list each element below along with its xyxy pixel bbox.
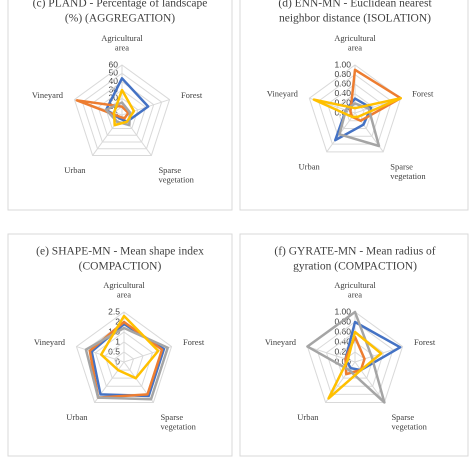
chart-title: gyration (COMPACTION)	[293, 261, 417, 273]
grid-line	[317, 73, 393, 145]
series-line	[75, 99, 130, 120]
category-label: Forest	[412, 88, 434, 98]
series-line	[338, 102, 381, 148]
category-label: Urban	[298, 161, 320, 171]
category-label: Agricultural area	[334, 280, 376, 299]
category-label: Agricultural area	[101, 33, 143, 52]
r-tick-label: 30	[109, 84, 119, 94]
category-label: Forest	[183, 337, 205, 347]
category-label: Vineyard	[34, 337, 66, 347]
category-label: Sparse vegetation	[160, 412, 196, 431]
grid-line	[81, 72, 163, 150]
chart-title: (f) GYRATE-MN - Mean radius of	[274, 246, 435, 258]
chart-title: (e) SHAPE-MN - Mean shape index	[36, 246, 204, 258]
grid-line	[113, 351, 135, 371]
series-line	[99, 314, 160, 380]
r-tick-label: 50	[109, 68, 119, 78]
grid-line	[89, 81, 155, 143]
panel-frame	[7, 0, 233, 211]
r-tick-label: 0.00	[334, 356, 351, 366]
series-line	[84, 326, 169, 401]
grid-line	[104, 341, 144, 379]
series-line	[312, 96, 402, 119]
r-tick-label: 0	[115, 356, 120, 366]
category-label: Forest	[414, 337, 436, 347]
r-tick-label: 40	[109, 76, 119, 86]
r-tick-label: 1.00	[334, 306, 351, 316]
chart-title: neighbor distance (ISOLATION)	[279, 13, 431, 25]
grid-line	[316, 321, 394, 395]
category-label: Sparse vegetation	[158, 165, 194, 184]
grid-line	[73, 64, 171, 156]
chart-title: (d) ENN-MN - Euclidean nearest	[278, 0, 432, 10]
category-label: Vineyard	[267, 88, 299, 98]
panel-frame	[7, 233, 233, 457]
chart-title: (%) (AGGREGATION)	[65, 13, 175, 25]
series-line	[344, 335, 366, 376]
category-label: Urban	[64, 165, 86, 175]
r-tick-label: 60	[109, 59, 119, 69]
category-label: Agricultural area	[334, 33, 376, 52]
r-tick-label: 0.5	[108, 346, 120, 356]
r-tick-label: 1	[115, 336, 120, 346]
r-tick-label: 2	[115, 316, 120, 326]
series-line	[88, 320, 164, 399]
category-label: Urban	[66, 412, 88, 422]
category-label: Vineyard	[32, 90, 64, 100]
grid-line	[325, 331, 385, 387]
series-line	[112, 88, 136, 127]
category-label: Vineyard	[265, 337, 297, 347]
chart-title: (COMPACTION)	[79, 261, 162, 273]
grid-line	[75, 311, 173, 403]
panel-frame	[239, 233, 469, 457]
r-tick-label: 1.00	[334, 59, 351, 69]
category-label: Agricultural area	[103, 280, 145, 299]
grid-line	[327, 83, 383, 137]
series-line	[327, 330, 383, 400]
category-label: Sparse vegetation	[391, 412, 427, 431]
series-line	[306, 310, 386, 404]
panel-frame	[239, 0, 469, 211]
axis-spoke	[94, 361, 125, 403]
series-line	[349, 68, 402, 123]
chart-title: (c) PLAND - Percentage of landscape	[33, 0, 208, 10]
r-tick-label: 2.5	[108, 306, 120, 316]
category-label: Forest	[181, 90, 203, 100]
category-label: Urban	[297, 412, 319, 422]
grid-line	[94, 331, 154, 387]
category-label: Sparse vegetation	[390, 161, 426, 180]
